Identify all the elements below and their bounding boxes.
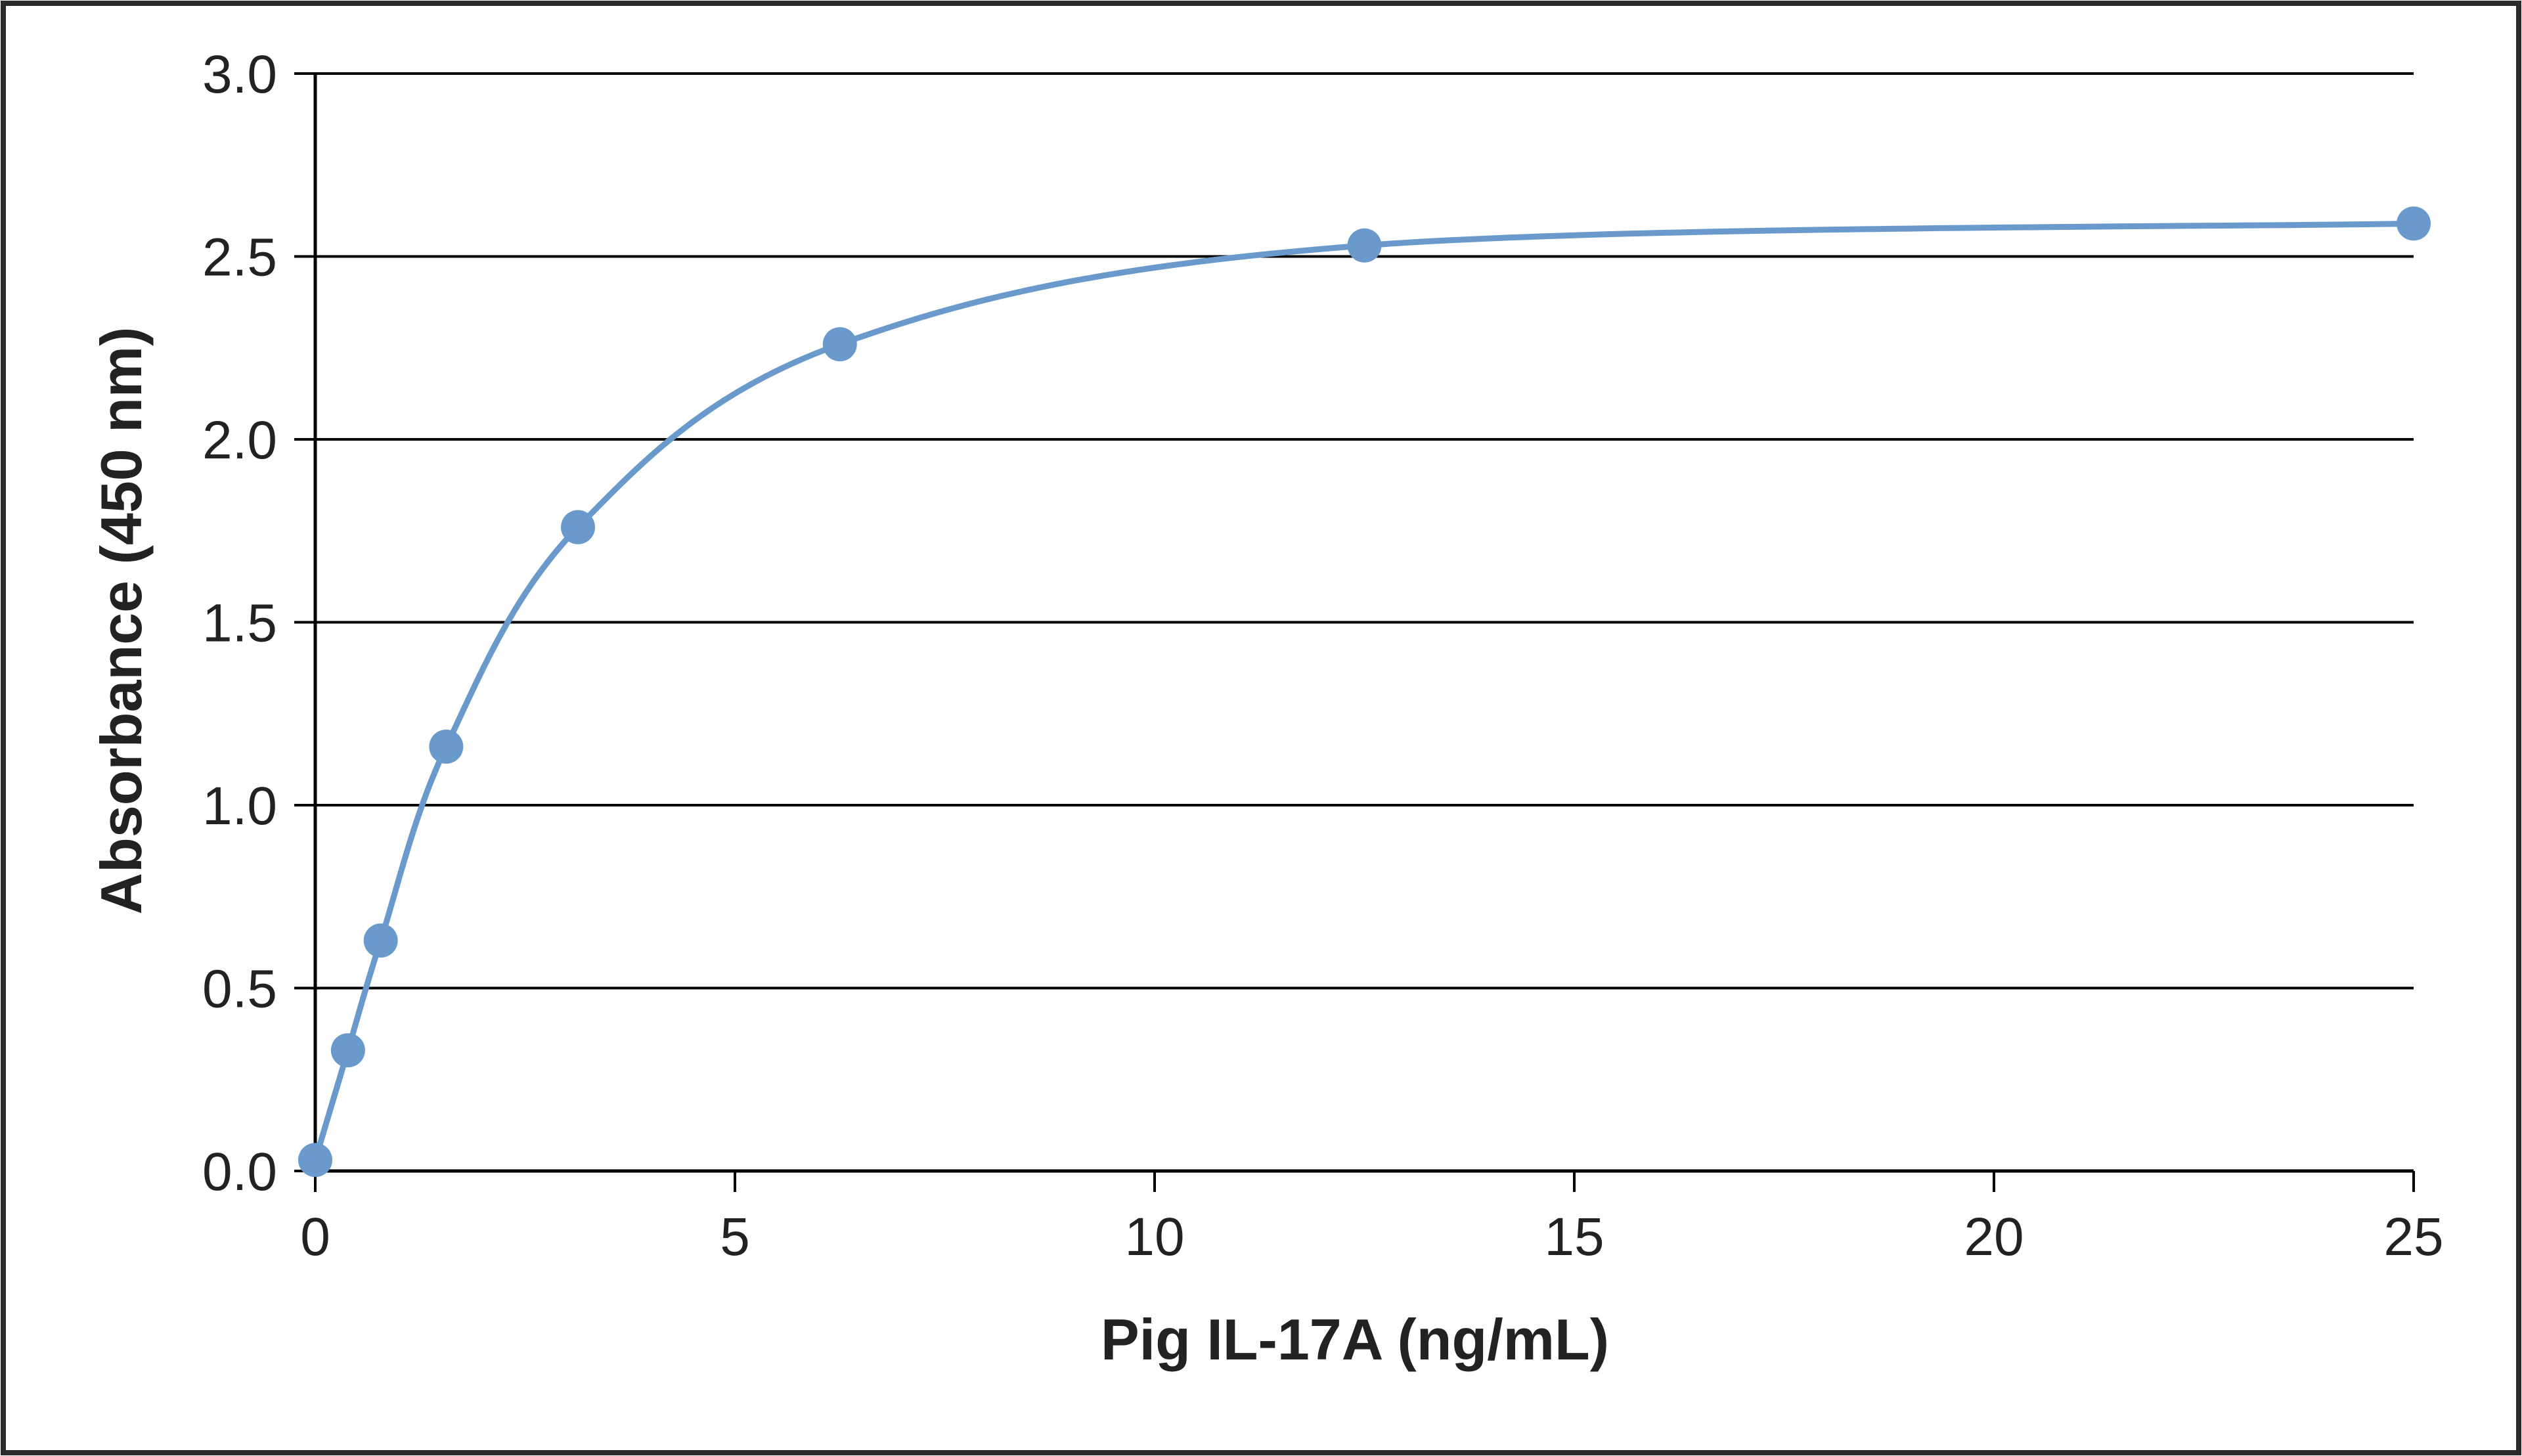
y-tick-label-2.0: 2.0 <box>202 410 277 470</box>
x-tick-label-0: 0 <box>300 1207 330 1267</box>
y-tick-label-1.0: 1.0 <box>202 776 277 836</box>
data-point-1.56 <box>429 729 464 764</box>
data-point-0 <box>298 1143 332 1178</box>
x-tick-label-10: 10 <box>1124 1207 1184 1267</box>
y-tick-label-1.5: 1.5 <box>202 594 277 653</box>
series-0-curve <box>312 220 2417 1163</box>
fitted-curve-layer <box>312 220 2417 1163</box>
data-point-25 <box>2397 206 2431 241</box>
y-tick-label-0.0: 0.0 <box>202 1142 277 1202</box>
y-axis-title: Absorbance (450 nm) <box>89 327 154 915</box>
data-points-layer <box>298 206 2431 1178</box>
data-point-3.13 <box>561 510 596 544</box>
x-tick-label-15: 15 <box>1544 1207 1604 1267</box>
x-axis-tick-labels: 0 5 10 15 20 25 <box>300 1207 2443 1267</box>
x-axis-title: Pig IL-17A (ng/mL) <box>1101 1307 1609 1372</box>
axes <box>294 72 2415 1192</box>
data-point-0.78 <box>363 923 398 958</box>
y-tick-label-2.5: 2.5 <box>202 228 277 288</box>
data-point-6.25 <box>822 327 857 362</box>
y-tick-label-3.0: 3.0 <box>202 45 277 104</box>
x-tick-label-25: 25 <box>2383 1207 2443 1267</box>
x-tick-label-5: 5 <box>720 1207 750 1267</box>
y-tick-label-0.5: 0.5 <box>202 960 277 1019</box>
data-point-12.5 <box>1347 228 1382 263</box>
x-tick-label-20: 20 <box>1964 1207 2024 1267</box>
y-axis-tick-labels: 0.0 0.5 1.0 1.5 2.0 2.5 3.0 <box>202 45 277 1202</box>
data-point-0.39 <box>330 1033 365 1068</box>
